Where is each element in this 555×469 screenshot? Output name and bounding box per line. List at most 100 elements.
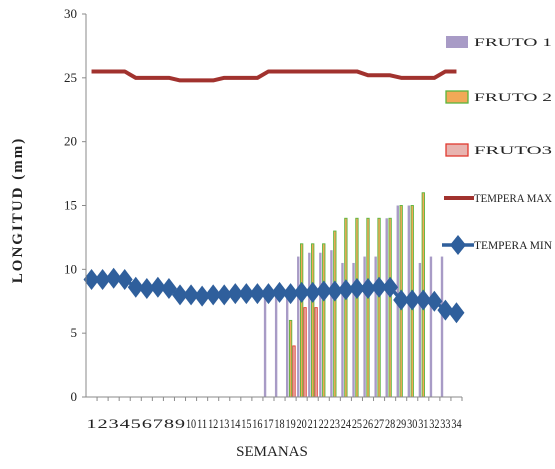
x-tick-label: 13 — [219, 416, 229, 431]
x-tick-label: 7 — [153, 416, 164, 431]
x-tick-label: 26 — [363, 416, 374, 431]
bar — [299, 243, 304, 398]
x-tick-label: 15 — [241, 416, 251, 431]
x-tick-label: 24 — [341, 416, 352, 431]
legend-swatch — [445, 143, 469, 157]
series-marker — [337, 279, 354, 301]
series-marker — [216, 284, 233, 306]
y-tick-label: 0 — [71, 389, 78, 404]
series-marker — [116, 269, 133, 291]
bar — [352, 262, 355, 397]
x-tick-label: 14 — [230, 416, 241, 431]
series-marker — [326, 280, 343, 302]
series-marker — [415, 289, 432, 311]
series-marker — [437, 299, 454, 321]
series-marker — [426, 290, 443, 312]
x-tick-label: 21 — [308, 416, 318, 431]
series-marker — [371, 276, 388, 298]
bar — [333, 230, 337, 398]
series-marker — [293, 281, 310, 303]
series-marker — [238, 283, 255, 305]
bar — [418, 262, 422, 397]
x-tick-label: 1 — [86, 416, 96, 431]
x-tick-label: 16 — [252, 416, 263, 431]
x-axis-label: SEMANAS — [236, 444, 308, 460]
legend-label: FRUTO3 — [474, 143, 552, 157]
bar — [341, 262, 344, 397]
series-marker — [260, 283, 277, 305]
legend-label: TEMPERA MAX — [474, 191, 552, 205]
series-marker — [83, 269, 100, 291]
x-tick-label: 25 — [352, 416, 362, 431]
y-tick-label: 15 — [64, 198, 77, 213]
bar — [440, 256, 444, 397]
bar — [292, 345, 296, 398]
bar — [363, 256, 366, 397]
series-marker — [315, 280, 332, 302]
x-tick-label: 23 — [330, 416, 340, 431]
bar — [388, 217, 392, 398]
x-tick-label: 18 — [274, 416, 284, 431]
legend-label: FRUTO 1 — [474, 35, 552, 49]
x-tick-label: 4 — [120, 416, 131, 431]
x-tick-label: 32 — [429, 416, 439, 431]
y-tick-label: 25 — [64, 70, 77, 85]
bar — [311, 243, 315, 398]
series-marker — [194, 285, 211, 307]
series-marker — [249, 283, 266, 305]
bar — [297, 256, 300, 397]
series-marker — [393, 289, 410, 311]
series-marker — [404, 289, 421, 311]
series-marker — [282, 283, 299, 305]
x-tick-label: 20 — [297, 416, 307, 431]
x-tick-label: 8 — [164, 416, 174, 431]
legend-swatch — [445, 90, 469, 104]
series-marker — [172, 284, 188, 306]
series-marker — [94, 269, 111, 291]
series-marker — [138, 277, 155, 299]
x-tick-label: 31 — [418, 416, 428, 431]
x-tick-label: 6 — [142, 416, 153, 431]
bar — [374, 256, 377, 397]
x-tick-label: 2 — [97, 416, 107, 431]
series-marker — [205, 284, 222, 306]
series-marker — [271, 281, 288, 303]
series-marker — [382, 276, 399, 298]
bar — [263, 294, 267, 397]
x-tick-label: 11 — [197, 416, 207, 431]
x-tick-label: 30 — [407, 416, 417, 431]
series-line — [91, 69, 457, 83]
y-tick-label: 30 — [64, 6, 77, 21]
y-tick-label: 10 — [64, 261, 77, 276]
legend-label: FRUTO 2 — [474, 90, 552, 104]
series-marker — [127, 276, 144, 298]
series-marker — [105, 267, 122, 289]
x-tick-label: 22 — [319, 416, 329, 431]
x-tick-label: 33 — [440, 416, 450, 431]
lines-layer — [83, 69, 465, 324]
bar — [366, 217, 370, 398]
bar — [385, 218, 388, 397]
series-marker — [183, 284, 200, 306]
x-tick-label: 12 — [208, 416, 218, 431]
x-tick-label: 29 — [396, 416, 406, 431]
x-tick-label: 27 — [374, 416, 385, 431]
x-tick-label: 19 — [285, 416, 295, 431]
x-tick-label: 9 — [175, 416, 185, 431]
bar — [322, 243, 326, 398]
legend-marker — [450, 235, 466, 255]
series-marker — [304, 281, 321, 303]
bar — [344, 217, 348, 398]
legend: FRUTO 1 FRUTO 2 FRUTO3 TEMPERA MAX TEMPERA M… — [442, 35, 552, 255]
x-tick-label: 28 — [385, 416, 395, 431]
bar — [314, 307, 318, 398]
x-tick-label: 17 — [263, 416, 274, 431]
bar — [319, 252, 322, 397]
bar — [274, 294, 278, 397]
series-marker — [227, 283, 244, 305]
x-tick-label: 3 — [109, 416, 119, 431]
bar — [330, 250, 333, 397]
x-tick-label: 5 — [131, 416, 141, 431]
